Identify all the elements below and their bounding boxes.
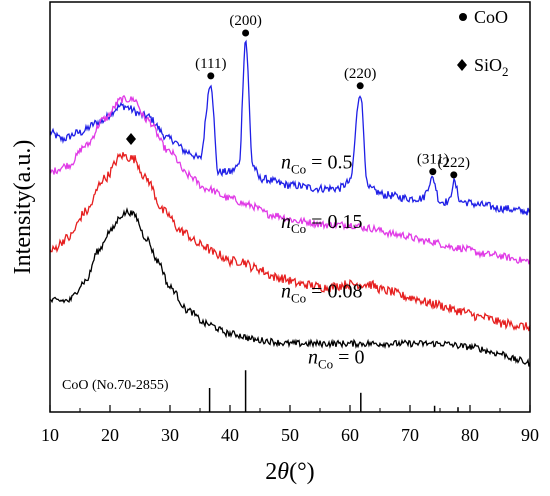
- x-axis-ticks: 10 20 30 40 50 60 70 80 90: [41, 405, 539, 445]
- series-labels: nCo = 0.5 nCo = 0.15 nCo = 0.08 nCo = 0: [281, 152, 364, 372]
- y-axis-title: Intensity(a.u.): [10, 140, 36, 275]
- legend-coo-label: CoO: [474, 7, 508, 27]
- x-tick-label: 50: [281, 425, 299, 445]
- legend-coo-marker: [459, 13, 467, 21]
- series-label-2: nCo = 0.08: [281, 280, 362, 305]
- x-tick-label: 80: [461, 425, 479, 445]
- sio2-marker: [126, 133, 136, 145]
- peak-marker: [429, 168, 437, 176]
- peak-marker: [207, 72, 215, 80]
- x-tick-label: 10: [41, 425, 59, 445]
- series-label-1: nCo = 0.15: [281, 211, 362, 236]
- peak-label: (220): [344, 66, 377, 82]
- legend: CoO SiO2: [457, 7, 509, 79]
- peak-label: (200): [229, 13, 262, 29]
- peak-label: (222): [438, 155, 471, 171]
- x-tick-label: 40: [221, 425, 239, 445]
- plot-frame: [49, 1, 531, 413]
- series-layer: [49, 39, 531, 367]
- x-tick-label: 70: [401, 425, 419, 445]
- peak-label: (311): [417, 152, 449, 168]
- legend-sio2-label: SiO2: [474, 55, 509, 79]
- x-tick-label: 60: [341, 425, 359, 445]
- peak-marker: [450, 171, 458, 179]
- legend-sio2-marker: [457, 59, 467, 71]
- peak-label: (111): [195, 56, 226, 72]
- x-axis-title: 2θ(°): [265, 459, 314, 485]
- x-tick-label: 90: [521, 425, 539, 445]
- series-label-3: nCo = 0: [308, 346, 364, 371]
- series-line-3: [49, 207, 531, 367]
- series-line-1: [49, 94, 531, 265]
- series-label-0: nCo = 0.5: [281, 152, 352, 177]
- peak-marker: [242, 29, 250, 37]
- x-tick-label: 30: [161, 425, 179, 445]
- series-line-2: [49, 152, 531, 332]
- peak-marker: [356, 82, 364, 90]
- x-tick-label: 20: [101, 425, 119, 445]
- reference-label: CoO (No.70-2855): [62, 378, 169, 393]
- reference-pattern: [208, 370, 459, 412]
- marker-layer: (111) (200) (220) (311)(222): [126, 13, 471, 179]
- series-line-0: [49, 39, 531, 216]
